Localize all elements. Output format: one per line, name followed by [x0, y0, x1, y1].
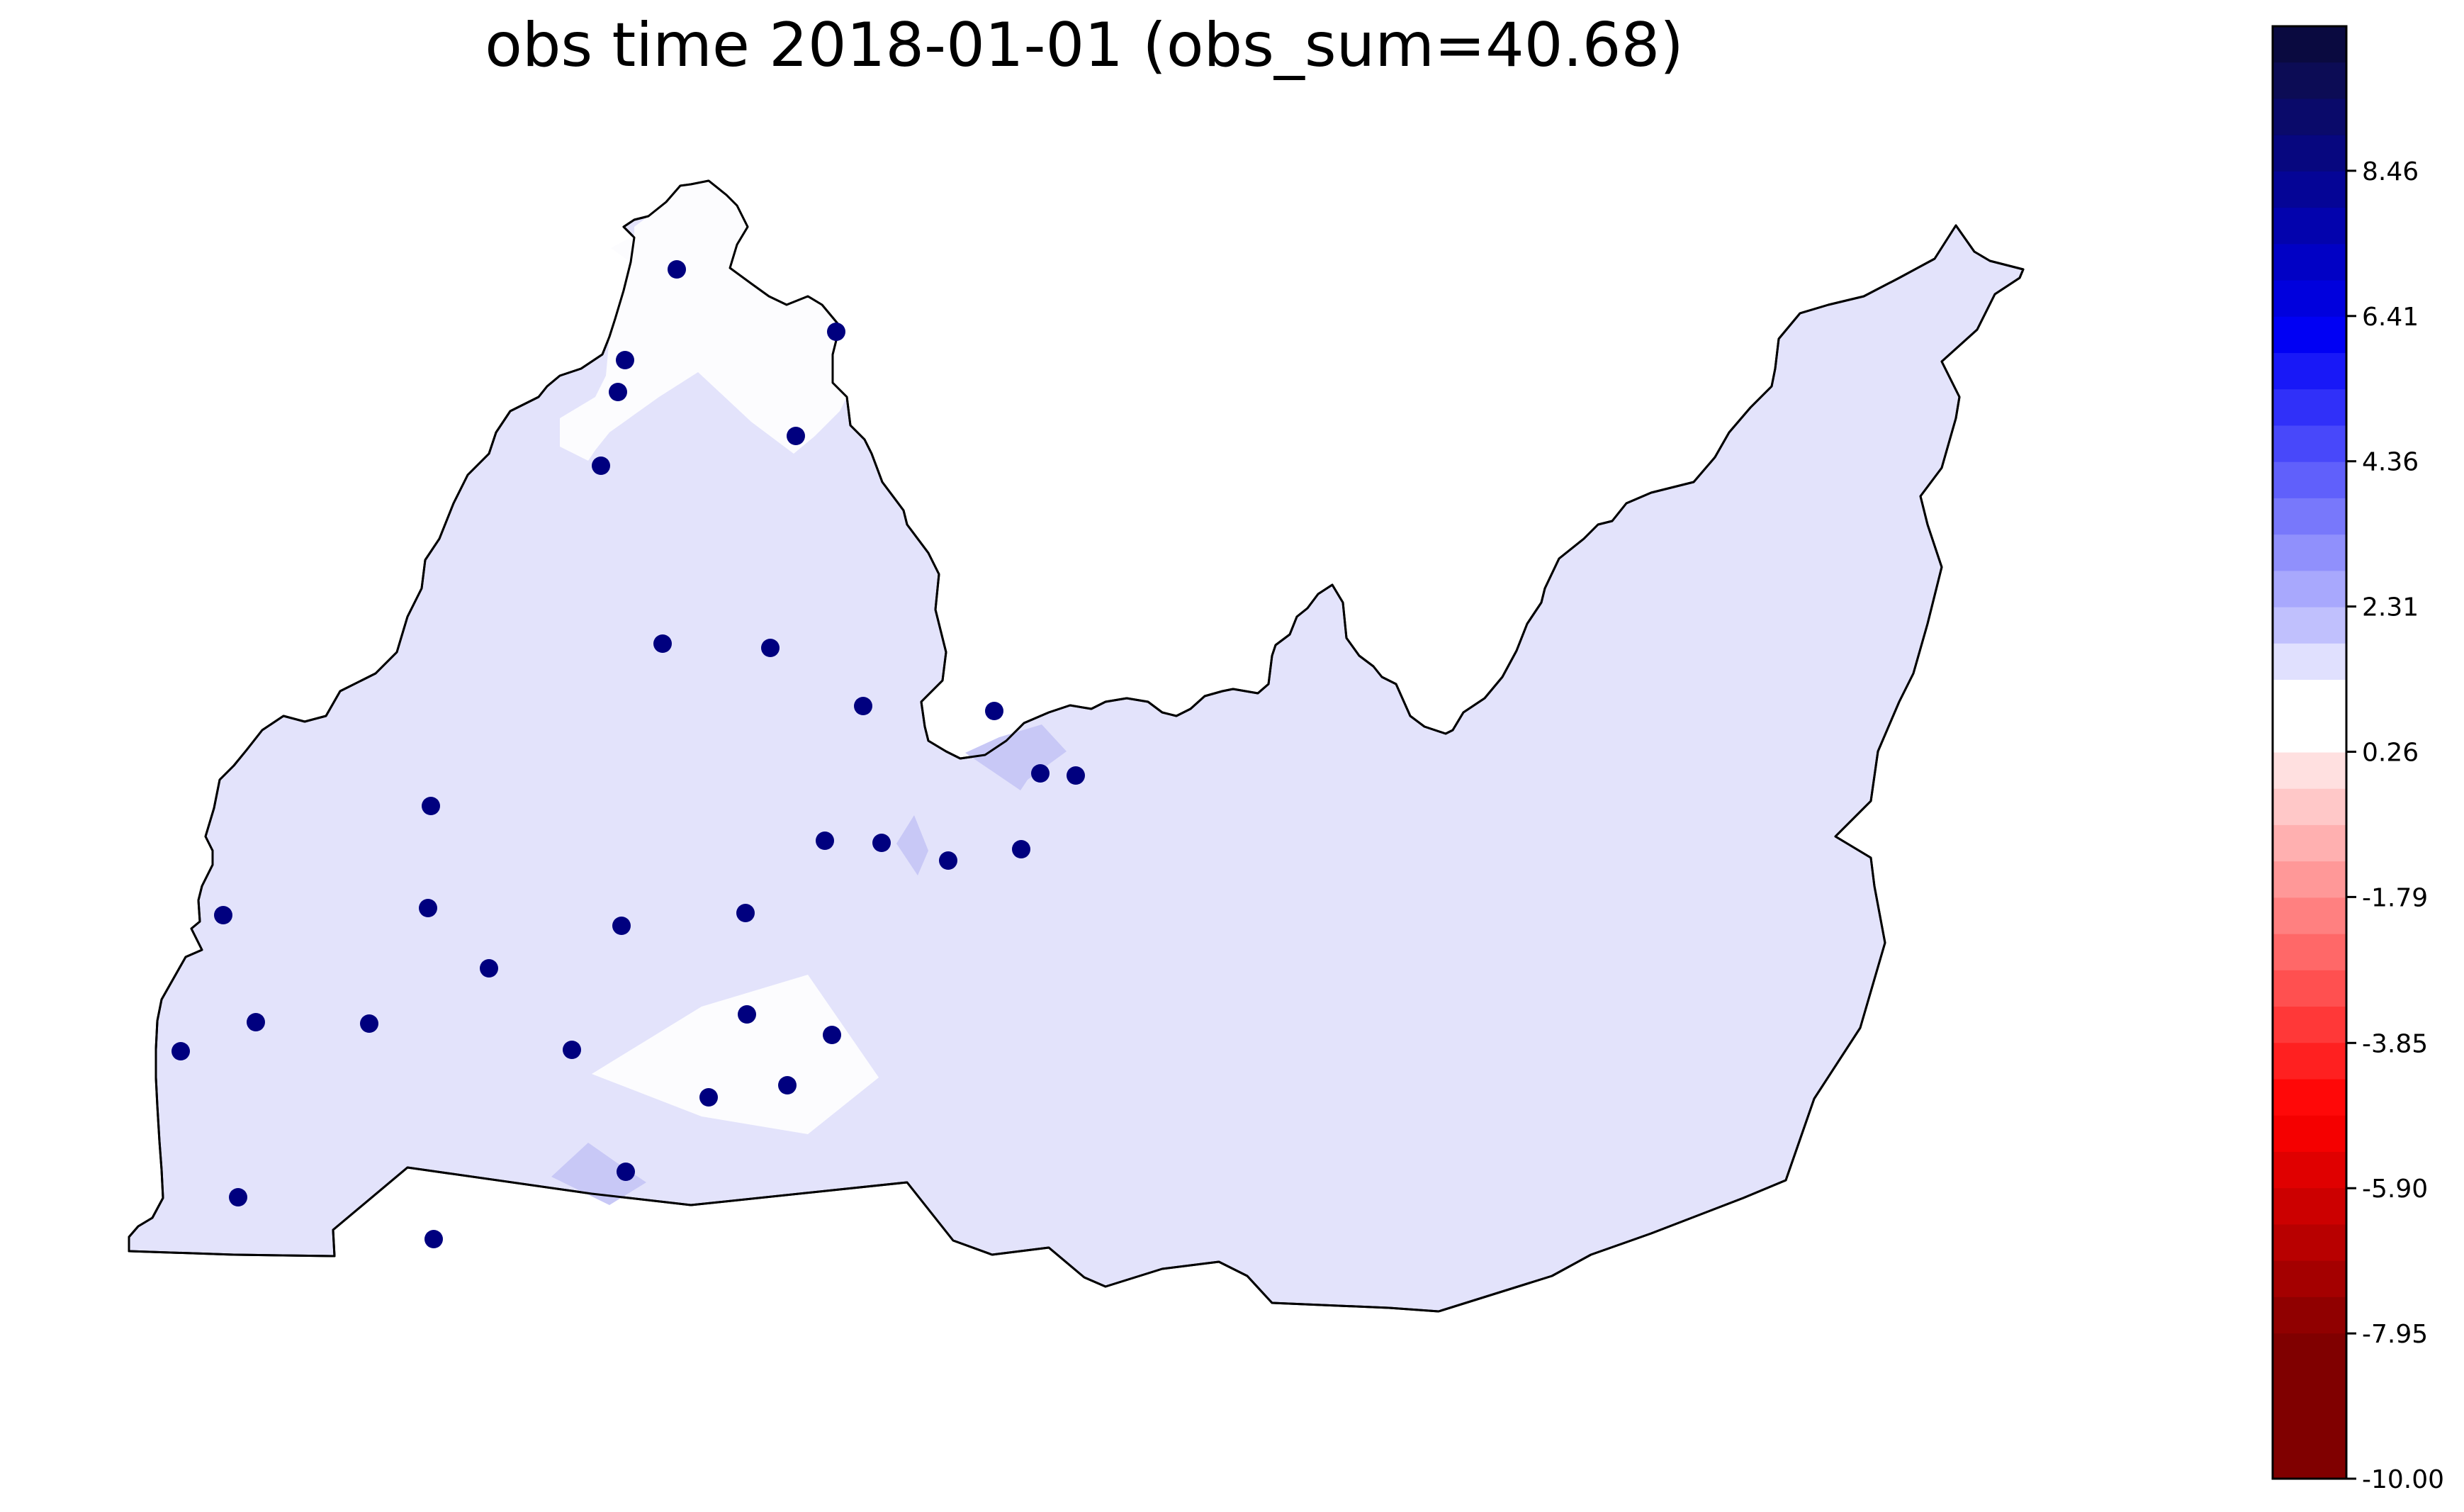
station-layer [171, 260, 1085, 1248]
colorbar-band [2273, 897, 2346, 935]
colorbar-band [2273, 135, 2346, 172]
colorbar-tick-label: -1.79 [2362, 883, 2428, 912]
colorbar-band [2273, 534, 2346, 571]
station-marker [939, 851, 957, 870]
colorbar-band [2273, 1115, 2346, 1153]
colorbar-tick-label: -5.90 [2362, 1175, 2428, 1204]
station-marker [480, 959, 498, 978]
station-marker [761, 639, 780, 657]
map-title: obs time 2018-01-01 (obs_sum=40.68) [485, 10, 1684, 81]
colorbar-ticks: 8.46 6.41 4.36 2.31 0.26 -1.79 -3.85 -5.90 -7.95… [2346, 157, 2444, 1494]
colorbar-bands [2273, 26, 2346, 1479]
colorbar-band [2273, 716, 2346, 754]
station-marker [985, 702, 1003, 720]
colorbar-band [2273, 461, 2346, 499]
colorbar-tick-label: -10.00 [2362, 1465, 2444, 1494]
colorbar-band [2273, 934, 2346, 971]
colorbar-band [2273, 752, 2346, 790]
colorbar-band [2273, 1297, 2346, 1334]
colorbar-band [2273, 861, 2346, 898]
colorbar-band [2273, 1406, 2346, 1443]
colorbar-band [2273, 1442, 2346, 1479]
station-marker [214, 906, 232, 924]
value-patch-blue-east [965, 724, 1067, 790]
station-marker [247, 1013, 265, 1031]
colorbar-band [2273, 389, 2346, 427]
colorbar-band [2273, 643, 2346, 681]
colorbar-band [2273, 208, 2346, 245]
station-marker [609, 383, 627, 401]
colorbar-band [2273, 607, 2346, 644]
colorbar-band [2273, 1079, 2346, 1116]
colorbar-band [2273, 280, 2346, 318]
colorbar-band [2273, 1333, 2346, 1370]
station-marker [778, 1076, 797, 1094]
colorbar-band [2273, 1260, 2346, 1298]
colorbar-band [2273, 571, 2346, 608]
colorbar-band [2273, 26, 2346, 63]
station-marker [612, 917, 631, 935]
station-marker [787, 427, 805, 445]
colorbar-tick-label: 0.26 [2362, 739, 2419, 768]
station-marker [424, 1230, 443, 1248]
colorbar-tick-label: -7.95 [2362, 1320, 2428, 1349]
colorbar-tick-label: -3.85 [2362, 1029, 2428, 1058]
station-marker [1067, 766, 1085, 785]
colorbar-band [2273, 1007, 2346, 1043]
station-marker [617, 1163, 635, 1181]
value-patch-white-south [592, 975, 879, 1134]
colorbar-tick-label: 6.41 [2362, 303, 2419, 332]
colorbar-band [2273, 425, 2346, 463]
station-marker [360, 1014, 378, 1033]
station-marker [171, 1042, 190, 1060]
station-marker [872, 834, 891, 852]
colorbar-band [2273, 62, 2346, 100]
station-marker [736, 904, 755, 922]
colorbar-band [2273, 788, 2346, 826]
colorbar-band [2273, 316, 2346, 354]
colorbar-band [2273, 99, 2346, 136]
value-patch-blue-south [551, 1143, 646, 1205]
colorbar-band [2273, 1151, 2346, 1189]
colorbar-tick-label: 8.46 [2362, 157, 2419, 186]
station-marker [616, 351, 634, 369]
station-marker [422, 797, 440, 815]
colorbar-tick-label: 4.36 [2362, 448, 2419, 477]
colorbar-band [2273, 171, 2346, 208]
station-marker [823, 1026, 841, 1044]
colorbar-band [2273, 1224, 2346, 1262]
colorbar-band [2273, 824, 2346, 862]
station-marker [827, 323, 845, 341]
colorbar-band [2273, 1043, 2346, 1080]
station-marker [1012, 840, 1030, 858]
station-marker [419, 899, 437, 917]
colorbar-band [2273, 680, 2346, 717]
value-patch-blue-center [896, 815, 928, 875]
station-marker [592, 457, 610, 475]
basin-outline [128, 179, 2025, 1313]
station-marker [699, 1088, 718, 1107]
colorbar-band [2273, 498, 2346, 535]
station-marker [653, 634, 672, 653]
colorbar-band [2273, 970, 2346, 1007]
station-marker [563, 1041, 581, 1059]
station-marker [1031, 764, 1050, 783]
colorbar-band [2273, 1370, 2346, 1407]
colorbar-tick-label: 2.31 [2362, 593, 2419, 622]
colorbar-band [2273, 244, 2346, 281]
station-marker [738, 1005, 756, 1024]
station-marker [229, 1188, 247, 1206]
station-marker [854, 697, 872, 715]
station-marker [816, 831, 834, 850]
colorbar-band [2273, 353, 2346, 390]
colorbar-band [2273, 1188, 2346, 1226]
station-marker [668, 260, 686, 279]
